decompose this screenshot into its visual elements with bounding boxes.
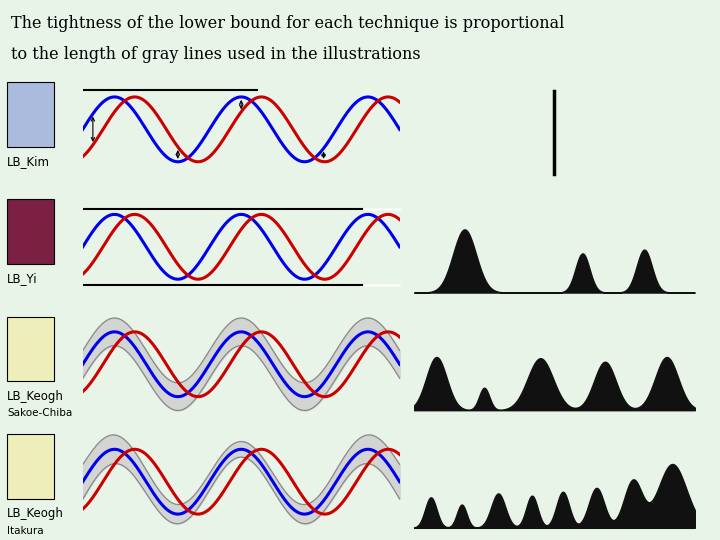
Text: LB_Kim: LB_Kim <box>7 155 50 168</box>
Bar <box>7 82 54 146</box>
Bar <box>7 199 54 264</box>
Bar <box>7 317 54 381</box>
Text: LB_Yi: LB_Yi <box>7 272 38 285</box>
Text: Itakura: Itakura <box>7 526 44 536</box>
Text: Sakoe-Chiba: Sakoe-Chiba <box>7 408 73 418</box>
Text: LB_Keogh: LB_Keogh <box>7 507 64 520</box>
Bar <box>7 434 54 499</box>
Text: LB_Keogh: LB_Keogh <box>7 390 64 403</box>
Text: to the length of gray lines used in the illustrations: to the length of gray lines used in the … <box>11 45 420 63</box>
Text: The tightness of the lower bound for each technique is proportional: The tightness of the lower bound for eac… <box>11 16 564 32</box>
